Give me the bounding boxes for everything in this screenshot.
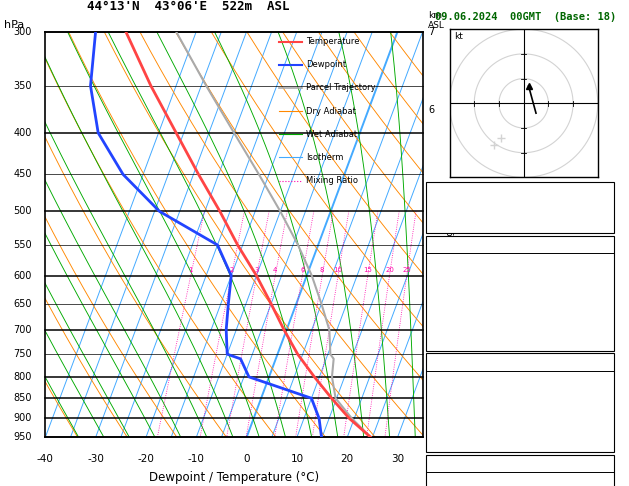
Text: Temp (°C): Temp (°C) (430, 257, 476, 266)
Text: 600: 600 (14, 271, 32, 280)
Text: θᴇ (K): θᴇ (K) (430, 390, 456, 399)
Text: 6: 6 (428, 105, 435, 115)
Text: 20: 20 (385, 267, 394, 273)
Text: CAPE (J): CAPE (J) (430, 321, 467, 330)
Text: K: K (430, 187, 436, 196)
Text: Temperature: Temperature (306, 37, 359, 46)
Text: 2.01: 2.01 (590, 219, 611, 228)
Text: 1: 1 (189, 267, 193, 273)
Text: Hodograph: Hodograph (493, 459, 547, 469)
Text: EH: EH (430, 476, 442, 485)
Text: 335: 335 (593, 289, 611, 298)
Text: -20: -20 (138, 453, 154, 464)
Text: Dewpoint: Dewpoint (306, 60, 346, 69)
Text: 10: 10 (291, 453, 303, 464)
Text: 450: 450 (14, 169, 32, 179)
Text: Totals Totals: Totals Totals (430, 203, 486, 212)
Text: θᴇ(K): θᴇ(K) (430, 289, 453, 298)
Text: Isotherm: Isotherm (306, 153, 343, 162)
Text: CIN (J): CIN (J) (430, 438, 459, 448)
Text: 350: 350 (14, 81, 32, 91)
Text: 700: 700 (14, 325, 32, 335)
Text: 335: 335 (593, 390, 611, 399)
Text: 0: 0 (243, 453, 250, 464)
Text: Pressure (mb): Pressure (mb) (430, 374, 494, 383)
Text: 850: 850 (14, 393, 32, 403)
Text: 650: 650 (14, 299, 32, 309)
Text: 4: 4 (428, 271, 435, 280)
Text: 44°13'N  43°06'E  522m  ASL: 44°13'N 43°06'E 522m ASL (87, 0, 290, 13)
Text: 24.7: 24.7 (590, 257, 611, 266)
Text: 954: 954 (593, 374, 611, 383)
Text: 6: 6 (300, 267, 304, 273)
Text: 800: 800 (14, 372, 32, 382)
Text: kt: kt (455, 32, 464, 41)
Text: -4: -4 (601, 305, 611, 314)
Text: 8: 8 (320, 267, 325, 273)
Text: 14.9: 14.9 (590, 273, 611, 282)
Text: Dewp (°C): Dewp (°C) (430, 273, 477, 282)
Text: Most Unstable: Most Unstable (485, 358, 555, 368)
Text: 900: 900 (14, 414, 32, 423)
Text: 0: 0 (605, 337, 611, 346)
Text: 17: 17 (599, 187, 611, 196)
Text: 25: 25 (403, 267, 411, 273)
Text: 5: 5 (428, 199, 435, 209)
Text: PW (cm): PW (cm) (430, 219, 469, 228)
Text: 10: 10 (333, 267, 343, 273)
Text: 300: 300 (14, 27, 32, 36)
Text: CIN (J): CIN (J) (430, 337, 459, 346)
Text: 500: 500 (14, 207, 32, 216)
Text: LCL: LCL (428, 375, 443, 383)
Text: Wet Adiabat: Wet Adiabat (306, 130, 357, 139)
Text: 4: 4 (273, 267, 277, 273)
Text: 550: 550 (13, 240, 32, 250)
Text: -1: -1 (601, 476, 611, 485)
Text: Dewpoint / Temperature (°C): Dewpoint / Temperature (°C) (149, 470, 319, 484)
Text: -4: -4 (601, 406, 611, 416)
Text: 0: 0 (605, 438, 611, 448)
Text: Lifted Index: Lifted Index (430, 406, 484, 416)
Text: 2: 2 (230, 267, 234, 273)
Text: Dry Adiabat: Dry Adiabat (306, 106, 355, 116)
Text: 09.06.2024  00GMT  (Base: 18): 09.06.2024 00GMT (Base: 18) (435, 12, 616, 22)
Text: Mixing Ratio (g/kg): Mixing Ratio (g/kg) (447, 212, 455, 297)
Text: Parcel Trajectory: Parcel Trajectory (306, 84, 376, 92)
Text: -30: -30 (87, 453, 104, 464)
Text: 964: 964 (593, 422, 611, 432)
Text: 3: 3 (255, 267, 259, 273)
Text: 48: 48 (599, 203, 611, 212)
Text: 30: 30 (391, 453, 404, 464)
Text: 3: 3 (428, 328, 435, 337)
Text: 750: 750 (13, 349, 32, 359)
Text: © weatheronline.co.uk: © weatheronline.co.uk (469, 473, 572, 482)
Text: 400: 400 (14, 128, 32, 138)
Text: 20: 20 (341, 453, 353, 464)
Text: 15: 15 (364, 267, 372, 273)
Text: Mixing Ratio: Mixing Ratio (306, 176, 358, 185)
Text: 1: 1 (428, 401, 435, 412)
Text: -10: -10 (188, 453, 204, 464)
Text: Lifted Index: Lifted Index (430, 305, 484, 314)
Text: Surface: Surface (501, 240, 539, 250)
Text: 2: 2 (428, 370, 435, 380)
Text: 7: 7 (428, 27, 435, 36)
Text: CAPE (J): CAPE (J) (430, 422, 467, 432)
Text: 964: 964 (593, 321, 611, 330)
Text: 950: 950 (14, 433, 32, 442)
Text: hPa: hPa (4, 19, 25, 30)
Text: km
ASL: km ASL (428, 11, 445, 30)
Text: -40: -40 (37, 453, 53, 464)
